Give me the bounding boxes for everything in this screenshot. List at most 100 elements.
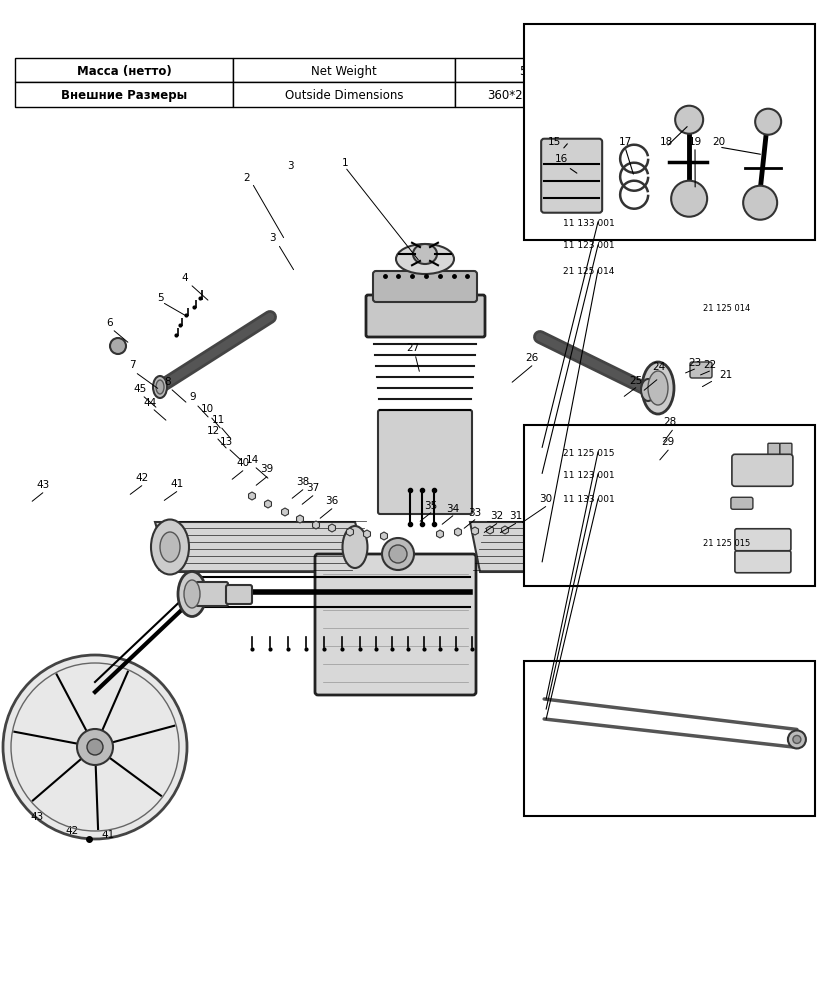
Text: 3: 3: [287, 161, 293, 170]
Text: 38: 38: [296, 477, 310, 487]
Text: Kg: Kg: [694, 64, 708, 77]
Text: 11 123 001: 11 123 001: [563, 241, 614, 250]
Text: Outside Dimensions: Outside Dimensions: [285, 89, 403, 102]
Text: 10: 10: [201, 404, 214, 414]
Text: 19: 19: [689, 137, 702, 147]
Polygon shape: [470, 522, 660, 572]
Text: 42: 42: [135, 473, 148, 483]
Bar: [455, 83, 598, 108]
Ellipse shape: [413, 244, 437, 265]
Text: 44: 44: [143, 398, 156, 408]
Text: 33: 33: [468, 507, 482, 517]
FancyBboxPatch shape: [373, 272, 477, 303]
Text: 50: 50: [518, 64, 534, 77]
Text: 28: 28: [663, 417, 676, 427]
Bar: [524, 25, 815, 240]
Text: 21: 21: [719, 370, 733, 380]
Bar: [524, 426, 815, 586]
Ellipse shape: [645, 522, 675, 572]
Text: 21 125 015: 21 125 015: [563, 448, 614, 457]
Ellipse shape: [160, 532, 180, 562]
Circle shape: [788, 730, 806, 748]
Text: 18: 18: [659, 137, 672, 147]
Ellipse shape: [641, 380, 655, 402]
Circle shape: [793, 735, 801, 743]
Bar: [598, 83, 804, 108]
Text: 35: 35: [424, 501, 437, 510]
Text: 15: 15: [547, 137, 561, 147]
Text: 43: 43: [30, 812, 43, 822]
Text: 36: 36: [325, 496, 338, 505]
FancyBboxPatch shape: [226, 585, 252, 604]
FancyBboxPatch shape: [196, 582, 228, 606]
Text: 43: 43: [36, 480, 50, 490]
Text: 7: 7: [129, 360, 135, 370]
Text: 34: 34: [446, 503, 459, 513]
Text: 21 125 015: 21 125 015: [703, 538, 750, 547]
Text: 5: 5: [156, 293, 163, 303]
Text: 40: 40: [237, 458, 250, 468]
Bar: [233, 83, 455, 108]
Circle shape: [675, 106, 704, 134]
Text: 13: 13: [219, 437, 233, 447]
Text: mm*mm*mm: mm*mm*mm: [661, 89, 741, 102]
Text: Масса (нетто): Масса (нетто): [77, 64, 171, 77]
Text: 26: 26: [525, 353, 539, 363]
Text: 41: 41: [170, 479, 183, 489]
Text: 6: 6: [106, 318, 113, 328]
FancyBboxPatch shape: [378, 411, 472, 514]
Text: 17: 17: [618, 137, 631, 147]
Text: 20: 20: [713, 137, 726, 147]
Text: 29: 29: [662, 437, 675, 447]
Ellipse shape: [153, 377, 167, 399]
Ellipse shape: [178, 572, 206, 617]
Text: 360*270*300: 360*270*300: [487, 89, 565, 102]
FancyBboxPatch shape: [731, 498, 753, 510]
Text: 27: 27: [406, 343, 419, 353]
Polygon shape: [155, 522, 370, 572]
Text: 3: 3: [269, 232, 275, 242]
Circle shape: [110, 339, 126, 355]
Ellipse shape: [396, 244, 454, 275]
Text: 2: 2: [244, 172, 251, 182]
Ellipse shape: [184, 580, 200, 608]
Text: 4: 4: [182, 273, 188, 283]
Circle shape: [3, 655, 187, 839]
Text: Внешние Размеры: Внешние Размеры: [61, 89, 188, 102]
Text: 25: 25: [629, 376, 643, 386]
Text: 16: 16: [554, 154, 568, 164]
FancyBboxPatch shape: [780, 444, 792, 458]
Text: 31: 31: [509, 510, 523, 520]
Text: 1: 1: [342, 158, 348, 167]
Text: Net Weight: Net Weight: [311, 64, 377, 77]
FancyBboxPatch shape: [768, 444, 780, 458]
Text: 21 125 014: 21 125 014: [563, 267, 614, 276]
Ellipse shape: [156, 381, 164, 395]
Text: 21 125 014: 21 125 014: [703, 304, 750, 313]
Text: 37: 37: [306, 483, 319, 493]
Bar: [233, 58, 455, 83]
Text: 11 123 001: 11 123 001: [563, 470, 614, 479]
FancyBboxPatch shape: [690, 363, 712, 379]
Circle shape: [389, 545, 407, 563]
Circle shape: [87, 739, 103, 756]
Bar: [524, 661, 815, 817]
Text: 11: 11: [211, 415, 224, 425]
Text: 39: 39: [260, 464, 274, 474]
FancyBboxPatch shape: [541, 139, 602, 213]
Ellipse shape: [648, 372, 668, 406]
Text: 8: 8: [165, 377, 171, 387]
Text: 12: 12: [206, 426, 219, 436]
Bar: [15, 58, 233, 83]
Text: 11 133 001: 11 133 001: [563, 218, 615, 227]
FancyBboxPatch shape: [315, 554, 476, 695]
Circle shape: [382, 538, 414, 570]
Text: 41: 41: [102, 830, 115, 839]
Ellipse shape: [342, 526, 368, 568]
Bar: [455, 58, 598, 83]
Text: 9: 9: [190, 392, 197, 402]
Text: 11 133 001: 11 133 001: [563, 495, 615, 504]
Bar: [598, 58, 804, 83]
FancyBboxPatch shape: [735, 529, 791, 551]
Text: 30: 30: [540, 494, 553, 503]
